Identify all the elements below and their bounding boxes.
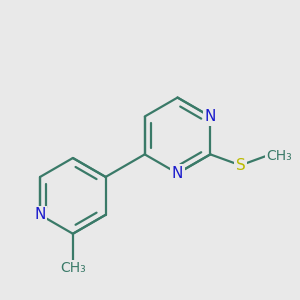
Text: N: N	[172, 166, 183, 181]
Text: N: N	[205, 109, 216, 124]
Text: CH₃: CH₃	[266, 149, 292, 164]
Text: N: N	[34, 207, 46, 222]
Text: S: S	[236, 158, 245, 173]
Text: CH₃: CH₃	[60, 261, 86, 275]
